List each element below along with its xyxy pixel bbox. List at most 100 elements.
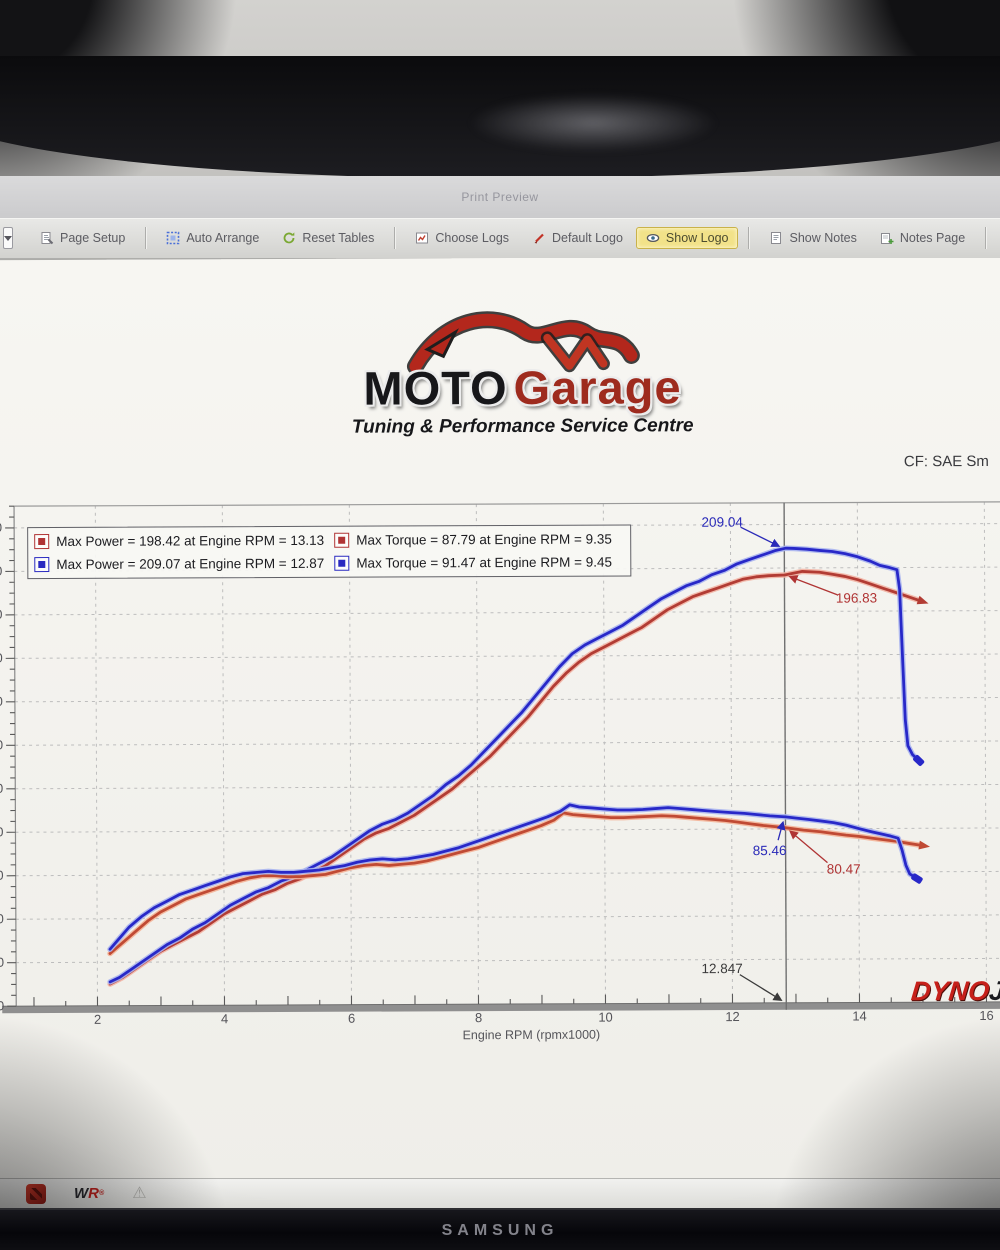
svg-text:14: 14 — [852, 1008, 867, 1023]
svg-text:Engine RPM (rpmx1000): Engine RPM (rpmx1000) — [463, 1028, 601, 1043]
shop-logo-title: MOTO Garage — [0, 360, 1000, 415]
page-setup-icon — [40, 231, 54, 245]
show-notes-icon — [769, 231, 783, 245]
monitor-brand: SAMSUNG — [441, 1222, 559, 1239]
toolbar-buttons: Page Setup Auto Arrange Reset Tables Choose… — [30, 227, 1000, 249]
notes-page-button[interactable]: Notes Page — [870, 227, 975, 249]
shop-logo: MOTO Garage Tuning & Performance Service … — [0, 302, 1000, 441]
svg-text:120: 120 — [0, 737, 3, 752]
show-notes-button[interactable]: Show Notes — [759, 227, 866, 249]
annotation-arrow — [788, 575, 838, 596]
svg-text:10: 10 — [598, 1010, 613, 1025]
legend-entry: Max Torque = 91.47 at Engine RPM = 9.45 — [334, 550, 624, 574]
annotation-label: 12.847 — [701, 961, 742, 976]
reset-tables-button[interactable]: Reset Tables — [272, 227, 384, 249]
window-title: Print Preview — [461, 190, 539, 204]
taskbar: W R ® ⚠ — [0, 1178, 1000, 1208]
chart-legend[interactable]: Max Power = 198.42 at Engine RPM = 13.13… — [27, 524, 632, 580]
dynojet-logo-jet: JET — [987, 975, 1000, 1006]
svg-text:180: 180 — [0, 607, 3, 622]
page-setup-button[interactable]: Page Setup — [30, 227, 135, 249]
legend-entry-label: Max Power = 209.07 at Engine RPM = 12.87 — [56, 555, 325, 572]
monitor-screen: Print Preview Page Setup Auto Arrange Rese… — [0, 176, 1000, 1208]
legend-swatch — [34, 557, 50, 573]
annotation-arrow — [739, 974, 783, 1001]
notes-page-icon — [880, 231, 894, 245]
toolbar-button-label: Choose Logs — [435, 231, 510, 245]
show-logo-icon — [646, 231, 660, 245]
legend-swatch — [334, 532, 350, 548]
run-end-arrow — [918, 840, 931, 850]
annotation-arrow — [789, 830, 828, 864]
toolbar-separator — [985, 227, 987, 249]
svg-text:0: 0 — [0, 998, 4, 1013]
toolbar-dropdown[interactable] — [3, 227, 13, 249]
svg-text:8: 8 — [475, 1010, 482, 1025]
default-logo-button[interactable]: Default Logo — [522, 227, 633, 249]
print-preview-workspace: MOTO Garage Tuning & Performance Service … — [0, 258, 1000, 1178]
choose-logs-button[interactable]: Choose Logs — [405, 227, 519, 249]
app-red-icon[interactable] — [26, 1183, 46, 1204]
dynojet-logo: DYNOJET — [910, 976, 1000, 1008]
legend-entry-label: Max Torque = 91.47 at Engine RPM = 9.45 — [356, 554, 612, 571]
curve-power-red — [108, 570, 920, 986]
toolbar-button-label: Show Logo — [665, 231, 729, 245]
warning-triangle-icon[interactable]: ⚠ — [132, 1184, 147, 1202]
svg-text:80: 80 — [0, 824, 3, 839]
legend-entry: Max Torque = 87.79 at Engine RPM = 9.35 — [334, 528, 624, 552]
background-ceiling — [0, 0, 1000, 178]
dyno-chart: 2 4 6 8 10 12 14 16 Engine RPM (rpmx1000) 0 20 40 60… — [0, 494, 1000, 1089]
toolbar-button-label: Default Logo — [552, 231, 623, 245]
auto-arrange-icon — [166, 231, 180, 245]
svg-text:6: 6 — [348, 1011, 355, 1026]
svg-text:2: 2 — [94, 1012, 101, 1027]
annotation-label: 209.04 — [702, 515, 744, 530]
shop-tagline: Tuning & Performance Service Centre — [351, 415, 694, 439]
auto-arrange-button[interactable]: Auto Arrange — [156, 227, 269, 249]
legend-entry-label: Max Power = 198.42 at Engine RPM = 13.13 — [56, 532, 325, 549]
default-logo-icon — [532, 231, 546, 245]
reset-tables-icon — [282, 231, 296, 245]
toolbar-button-label: Notes Page — [899, 231, 966, 245]
toolbar-separator — [394, 227, 396, 249]
logo-word-garage: Garage — [513, 360, 682, 414]
chart-canvas[interactable]: 2 4 6 8 10 12 14 16 Engine RPM (rpmx1000) 0 20 40 60… — [0, 494, 1000, 1089]
wr-icon-reg: ® — [99, 1190, 105, 1197]
chevron-down-icon — [4, 235, 12, 241]
help-button[interactable]: ?Help — [996, 227, 1000, 249]
show-logo-button[interactable]: Show Logo — [635, 227, 739, 249]
svg-text:12: 12 — [725, 1009, 740, 1024]
toolbar-button-label: Show Notes — [789, 231, 857, 245]
toolbar-separator — [748, 227, 750, 249]
legend-entry: Max Power = 198.42 at Engine RPM = 13.13 — [34, 529, 324, 553]
legend-swatch — [334, 555, 350, 571]
toolbar-button-label: Page Setup — [60, 231, 126, 245]
annotation-label: 196.83 — [836, 591, 877, 606]
svg-text:60: 60 — [0, 868, 4, 883]
toolbar-button-label: Auto Arrange — [186, 231, 260, 245]
svg-text:200: 200 — [0, 563, 2, 578]
winpep-wr-icon[interactable]: W R ® — [74, 1185, 104, 1202]
report-page: MOTO Garage Tuning & Performance Service … — [0, 258, 1000, 1178]
choose-logs-icon — [415, 231, 429, 245]
annotation-label: 80.47 — [827, 862, 861, 877]
legend-entry: Max Power = 209.07 at Engine RPM = 12.87 — [34, 552, 324, 576]
correction-factor-label: CF: SAE Sm — [903, 452, 989, 471]
toolbar: Page Setup Auto Arrange Reset Tables Choose… — [0, 218, 1000, 259]
monitor-bezel: SAMSUNG — [0, 1208, 1000, 1250]
svg-text:100: 100 — [0, 781, 3, 796]
wr-icon-w: W — [74, 1185, 89, 1202]
annotation-label: 85.46 — [753, 843, 787, 858]
svg-text:160: 160 — [0, 650, 3, 665]
dynojet-logo-dyno: DYNO — [909, 975, 991, 1007]
logo-word-moto: MOTO — [363, 361, 508, 415]
svg-text:40: 40 — [0, 911, 4, 926]
curve-torque-blue — [108, 803, 917, 951]
curve-halo-power-red — [107, 568, 921, 987]
screen-reflection — [468, 94, 718, 152]
svg-text:20: 20 — [0, 955, 4, 970]
wr-icon-r: R — [88, 1185, 100, 1202]
svg-text:4: 4 — [221, 1011, 228, 1026]
svg-text:220: 220 — [0, 520, 2, 535]
